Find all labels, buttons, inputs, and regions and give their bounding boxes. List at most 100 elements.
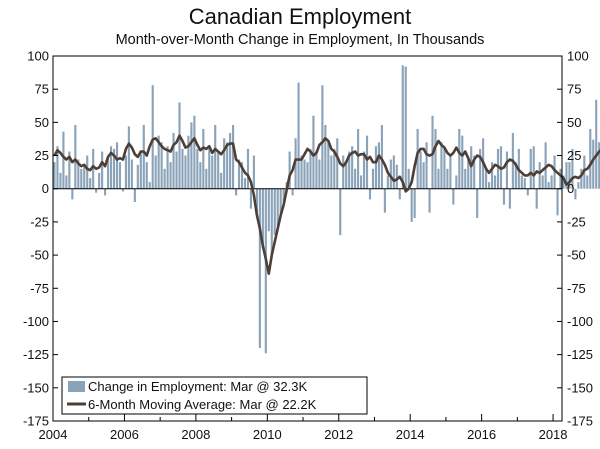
bar [163,168,166,189]
bar [321,85,324,189]
bar [365,135,369,189]
bar [476,188,479,218]
bar [133,188,136,202]
y-tick-labels-right: 100 75 50 25 0 -25 -50 -75 -100 -125 -150 -175 [567,49,593,429]
y-tick-label-left: -50 [30,248,49,263]
bar [243,178,247,189]
bar [592,139,595,189]
bar [479,148,482,189]
bar [145,162,148,189]
bar [520,175,523,189]
bar [306,162,309,189]
bar [240,162,244,189]
bar [107,155,110,189]
bar [115,142,119,189]
tick-marks-group [52,55,562,422]
y-tick-label-left: -125 [23,347,49,362]
bar [565,162,568,189]
y-tick-label-right: 75 [567,82,581,97]
bar [342,155,345,189]
bar [458,129,461,189]
bar [142,125,145,189]
bar [425,142,428,189]
bar [532,146,535,189]
bar [95,188,98,193]
bar [276,188,279,226]
bar [80,168,83,189]
y-tick-label-right: 100 [567,49,589,64]
bar [470,146,473,189]
bar [371,168,375,189]
y-tick-label-right: 50 [567,115,581,130]
bar [136,164,139,189]
bar [544,142,547,189]
bar [184,155,187,189]
bar [252,155,255,189]
bar [377,142,381,189]
bar [124,155,127,189]
bar [598,142,600,189]
y-tick-label-left: -175 [23,414,49,429]
bar [246,148,250,189]
bar [112,148,116,189]
bar [505,151,508,189]
x-tick-label: 2004 [39,427,68,442]
bar [413,188,416,218]
bar [496,148,500,189]
bar [303,159,306,189]
bar [407,168,410,189]
bar [83,164,86,189]
bar [389,159,392,189]
bar [419,151,422,189]
bar [288,151,291,189]
bar [148,182,151,189]
bar [226,142,229,189]
bar [589,129,592,189]
y-tick-labels-left: 100 75 50 25 0 -25 -50 -75 -100 -125 -150 -175 [23,49,49,429]
bar [229,132,232,189]
x-tick-label: 2010 [253,427,282,442]
bar [514,162,517,189]
bar [101,151,104,189]
y-tick-label-left: -25 [30,214,49,229]
bar [541,175,544,189]
bar [279,188,282,216]
bar [59,172,62,189]
y-tick-label-right: 0 [567,181,574,196]
y-tick-label-right: -75 [567,281,586,296]
bar [65,175,68,189]
bar [586,175,589,189]
bar [89,178,92,189]
bar [193,115,196,189]
bar [118,162,122,189]
bar [315,151,318,189]
y-tick-label-left: 75 [35,82,49,97]
bar [196,148,199,189]
y-tick-label-left: 25 [35,148,49,163]
y-tick-label-left: 100 [27,49,49,64]
bar [392,155,395,189]
bar [339,188,342,236]
bar [493,175,497,189]
bar [202,129,205,189]
bar [571,148,574,189]
y-tick-label-left: 50 [35,115,49,130]
chart-subtitle: Month-over-Month Change in Employment, I… [115,32,485,48]
y-tick-label-left: -150 [23,380,49,395]
bar [151,85,154,189]
bar [273,188,276,236]
bar [538,162,541,189]
y-tick-label-right: -25 [567,214,586,229]
bar [258,188,261,348]
bar [121,188,125,192]
bar [553,155,556,189]
bar [357,129,360,189]
bar [380,125,383,189]
y-tick-label-right: -100 [567,314,593,329]
bar [208,148,211,189]
bar [440,142,443,189]
x-tick-labels: 2004 2006 2008 2010 2012 2014 2016 2018 [39,427,568,442]
bar [383,188,386,213]
bar [455,175,458,189]
